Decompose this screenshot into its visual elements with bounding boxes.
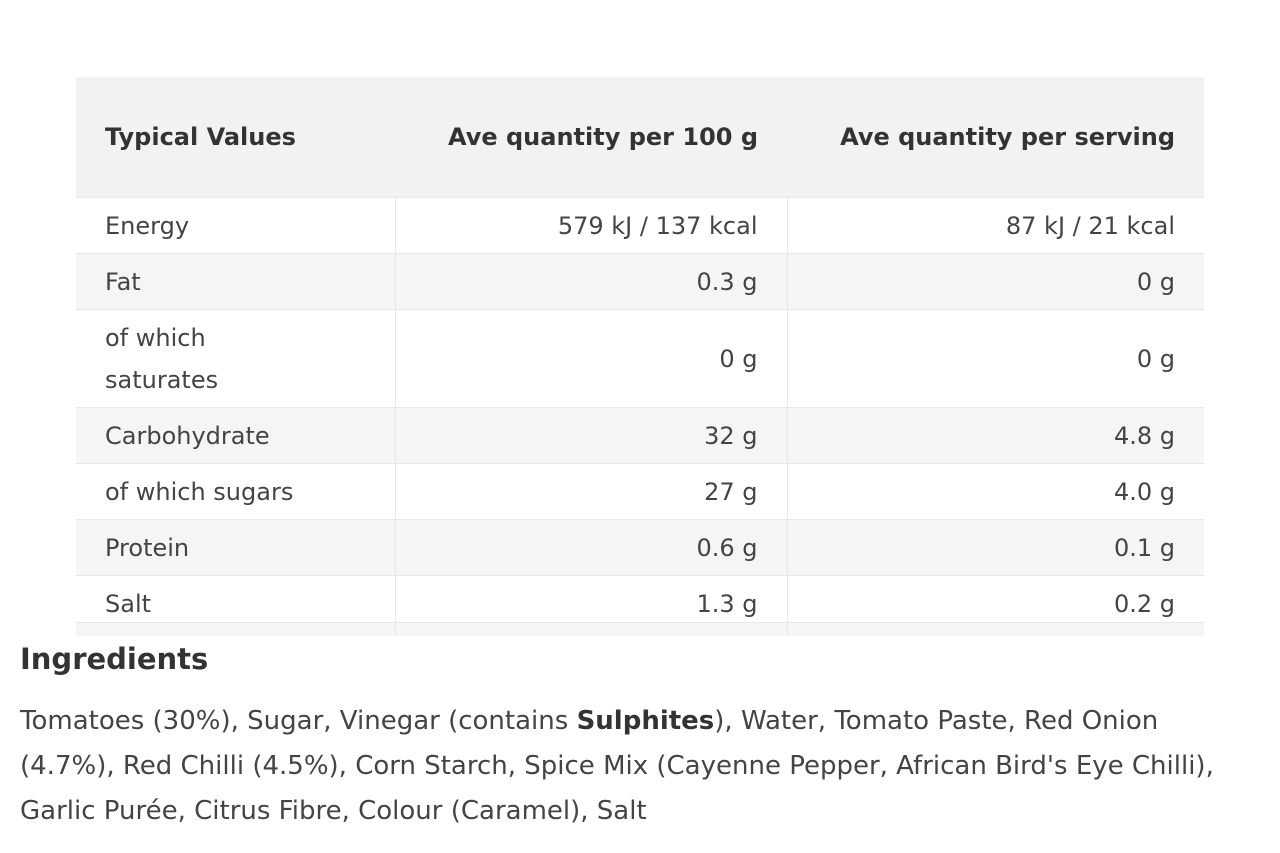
- table-cell: 32 g: [394, 407, 787, 464]
- cell-text: 0 g: [1136, 344, 1175, 373]
- table-cell: Carbohydrate: [76, 407, 395, 464]
- cell-text: Carbohydrate: [105, 421, 270, 450]
- ingredients-title: Ingredients: [20, 642, 209, 676]
- table-cell: 0.1 g: [786, 519, 1204, 576]
- cell-text: 4.8 g: [1113, 421, 1175, 450]
- allergen: Sulphites: [576, 706, 715, 736]
- cell-text: 0 g: [1136, 267, 1175, 296]
- table-cell: 1.3 g: [394, 575, 787, 631]
- cell-text: Energy: [105, 211, 190, 240]
- table-cell: 0.2 g: [786, 575, 1204, 631]
- ingredients-part: Tomatoes (30%), Sugar, Vinegar (contains: [20, 706, 577, 736]
- cell-text: Protein: [105, 533, 190, 562]
- cell-text: 32 g: [704, 421, 758, 450]
- cell-text: of which saturates: [105, 323, 219, 394]
- table-cell: 0 g: [786, 309, 1204, 408]
- table-cell: 579 kJ / 137 kcal: [394, 197, 787, 254]
- cell-text: 1.3 g: [696, 589, 758, 618]
- table-cell: Fat: [76, 253, 395, 310]
- header-cell: Ave quantity per 100 g: [395, 77, 787, 198]
- cell-text: 87 kJ / 21 kcal: [1005, 211, 1175, 240]
- table-cell: 27 g: [394, 463, 787, 520]
- table-cell: 0.6 g: [394, 519, 787, 576]
- cell-text: of which sugars: [105, 477, 294, 506]
- table-row: Energy 579 kJ / 137 kcal 87 kJ / 21 kcal: [76, 197, 1204, 254]
- cell-text: Fat: [105, 267, 141, 296]
- cell-text: 27 g: [704, 477, 758, 506]
- table-cell: 0 g: [394, 309, 787, 408]
- table-cell: 87 kJ / 21 kcal: [786, 197, 1204, 254]
- ingredients-part: ), Water, Tomato Paste, Red Onion (4.7%)…: [20, 706, 1214, 826]
- header-row: Typical Values Ave quantity per 100 g Av…: [76, 77, 1204, 198]
- ingredients-text: Tomatoes (30%), Sugar, Vinegar (contains…: [20, 699, 1250, 834]
- table-cell: Salt: [76, 575, 395, 631]
- table-row: Fat 0.3 g 0 g: [76, 253, 1204, 310]
- cell-text: 0 g: [719, 344, 758, 373]
- header-cell: Ave quantity per serving: [787, 77, 1204, 198]
- table-cell: of which saturates: [76, 309, 395, 408]
- cell-text: Salt: [105, 589, 152, 618]
- cell-text: 4.0 g: [1113, 477, 1175, 506]
- header-cell: Typical Values: [76, 77, 395, 198]
- table-cell: 0.3 g: [394, 253, 787, 310]
- table-row: Protein 0.6 g 0.1 g: [76, 519, 1204, 576]
- table-cell: of which sugars: [76, 463, 395, 520]
- cell-text: 579 kJ / 137 kcal: [557, 211, 758, 240]
- table-row: Carbohydrate 32 g 4.8 g: [76, 407, 1204, 464]
- nutrition-table: Typical Values Ave quantity per 100 g Av…: [76, 77, 1204, 631]
- table-cell: 4.8 g: [786, 407, 1204, 464]
- cell-text: 0.2 g: [1113, 589, 1175, 618]
- table-cell: Protein: [76, 519, 395, 576]
- table-cell: 4.0 g: [786, 463, 1204, 520]
- table-tail: [76, 622, 1204, 636]
- cell-text: 0.3 g: [696, 267, 758, 296]
- cell-text: 0.1 g: [1113, 533, 1175, 562]
- table-cell: 0 g: [786, 253, 1204, 310]
- table-row: of which sugars 27 g 4.0 g: [76, 463, 1204, 520]
- cell-text: 0.6 g: [696, 533, 758, 562]
- table-row: Salt 1.3 g 0.2 g: [76, 575, 1204, 631]
- table-row: of which saturates 0 g 0 g: [76, 309, 1204, 408]
- table-cell: Energy: [76, 197, 395, 254]
